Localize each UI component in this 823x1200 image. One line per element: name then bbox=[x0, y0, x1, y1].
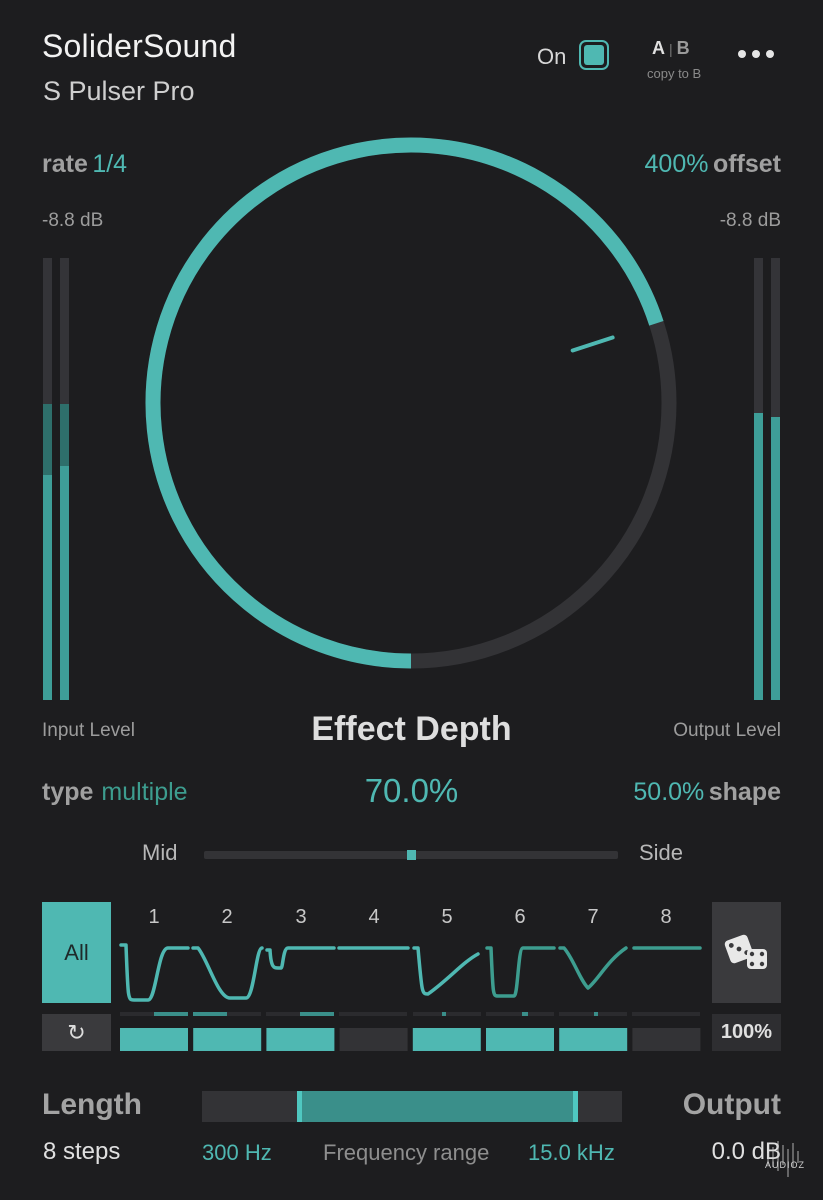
power-toggle-fill bbox=[584, 45, 604, 65]
brand-name: SoliderSound bbox=[42, 28, 237, 64]
random-amount-value[interactable]: 100% bbox=[712, 1014, 781, 1051]
step-toggle-3[interactable] bbox=[266, 1028, 335, 1051]
preset-a[interactable]: A bbox=[652, 38, 665, 58]
ab-switch[interactable]: A | B bbox=[652, 38, 690, 59]
input-level-label: Input Level bbox=[42, 720, 135, 741]
type-label: type bbox=[42, 778, 94, 806]
effect-depth-knob[interactable] bbox=[140, 132, 682, 674]
side-label: Side bbox=[639, 840, 684, 865]
step-wave-5[interactable] bbox=[412, 946, 480, 996]
refresh-icon: ↻ bbox=[67, 1019, 86, 1045]
mid-label: Mid bbox=[142, 840, 178, 865]
frequency-range-slider[interactable] bbox=[202, 1091, 622, 1122]
step-toggle-7[interactable] bbox=[559, 1028, 628, 1051]
frequency-range-label: Frequency range bbox=[323, 1140, 490, 1165]
ab-separator: | bbox=[669, 41, 673, 57]
effect-depth-value[interactable]: 70.0% bbox=[364, 772, 459, 809]
frequency-range-fill bbox=[298, 1091, 576, 1122]
shape-control[interactable]: 50.0% shape bbox=[633, 778, 781, 807]
offset-value[interactable]: 400% bbox=[644, 150, 709, 178]
step-toggle-2[interactable] bbox=[193, 1028, 262, 1051]
step-number: 1 bbox=[148, 906, 160, 928]
output-level-label: Output Level bbox=[673, 720, 781, 741]
frequency-high-value[interactable]: 15.0 kHz bbox=[528, 1140, 615, 1165]
meter-level bbox=[60, 465, 69, 700]
step-wave-2[interactable] bbox=[191, 946, 264, 1000]
offset-label: offset bbox=[712, 150, 781, 178]
rate-value[interactable]: 1/4 bbox=[92, 150, 128, 178]
frequency-low-handle[interactable] bbox=[296, 1091, 302, 1122]
knob-pointer bbox=[570, 335, 615, 353]
step-wave-1[interactable] bbox=[119, 943, 190, 1002]
step-number: 3 bbox=[295, 906, 307, 928]
output-gain-value[interactable]: 0.0 dB bbox=[711, 1138, 781, 1165]
mid-side-handle[interactable] bbox=[407, 850, 416, 860]
step-number: 8 bbox=[660, 906, 672, 928]
type-control[interactable]: type multiple bbox=[42, 778, 188, 807]
meter-level bbox=[771, 417, 780, 700]
step-toggle-5[interactable] bbox=[412, 1028, 481, 1051]
step-number: 5 bbox=[441, 906, 453, 928]
rate-label: rate bbox=[42, 150, 88, 178]
dice-icon bbox=[724, 934, 767, 969]
output-db-readout: -8.8 dB bbox=[719, 210, 781, 231]
audioz-watermark-logo bbox=[767, 1141, 799, 1177]
step-toggle-8[interactable] bbox=[632, 1028, 701, 1051]
output-meter-left bbox=[754, 258, 763, 700]
product-name: S Pulser Pro bbox=[43, 76, 195, 106]
step-sequencer[interactable] bbox=[118, 940, 704, 1052]
more-menu-icon[interactable] bbox=[738, 50, 774, 58]
input-db-readout: -8.8 dB bbox=[42, 210, 104, 231]
length-value[interactable]: 8 steps bbox=[43, 1138, 121, 1165]
output-label: Output bbox=[682, 1088, 781, 1121]
offset-control[interactable]: 400% offset bbox=[645, 150, 781, 179]
output-meter-right bbox=[771, 258, 780, 700]
shape-value[interactable]: 50.0% bbox=[633, 778, 705, 806]
step-toggle-4[interactable] bbox=[339, 1028, 408, 1051]
step-wave-6[interactable] bbox=[485, 946, 556, 998]
all-steps-button[interactable]: All bbox=[42, 902, 111, 1003]
shape-label: shape bbox=[708, 778, 781, 806]
type-value[interactable]: multiple bbox=[101, 778, 188, 806]
step-number: 2 bbox=[221, 906, 233, 928]
knob-value-arc bbox=[145, 137, 664, 669]
step-wave-7[interactable] bbox=[558, 946, 628, 990]
power-label: On bbox=[537, 44, 567, 69]
meter-level bbox=[754, 412, 763, 700]
reset-steps-button[interactable]: ↻ bbox=[42, 1014, 111, 1051]
watermark-text: AUDIOZ bbox=[765, 1160, 806, 1170]
step-number: 4 bbox=[368, 906, 380, 928]
effect-depth-label: Effect Depth bbox=[311, 710, 512, 748]
step-number: 7 bbox=[587, 906, 599, 928]
rate-control[interactable]: rate 1/4 bbox=[42, 150, 127, 179]
input-meter-left bbox=[43, 258, 52, 700]
input-meter-right bbox=[60, 258, 69, 700]
power-toggle[interactable] bbox=[579, 40, 609, 70]
step-wave-3[interactable] bbox=[265, 946, 336, 970]
step-waveforms[interactable] bbox=[119, 943, 702, 1002]
step-number: 6 bbox=[514, 906, 526, 928]
length-label: Length bbox=[42, 1088, 142, 1121]
frequency-low-value[interactable]: 300 Hz bbox=[202, 1140, 272, 1165]
copy-to-b-button[interactable]: copy to B bbox=[647, 66, 702, 81]
preset-b[interactable]: B bbox=[676, 38, 690, 58]
frequency-high-handle[interactable] bbox=[572, 1091, 578, 1122]
step-grid-markers bbox=[154, 1012, 598, 1016]
step-toggle-1[interactable] bbox=[120, 1028, 188, 1051]
step-toggle-6[interactable] bbox=[486, 1028, 554, 1051]
step-toggles[interactable] bbox=[120, 1028, 701, 1051]
randomize-dice-button[interactable] bbox=[712, 902, 781, 1003]
meter-level bbox=[43, 474, 52, 700]
